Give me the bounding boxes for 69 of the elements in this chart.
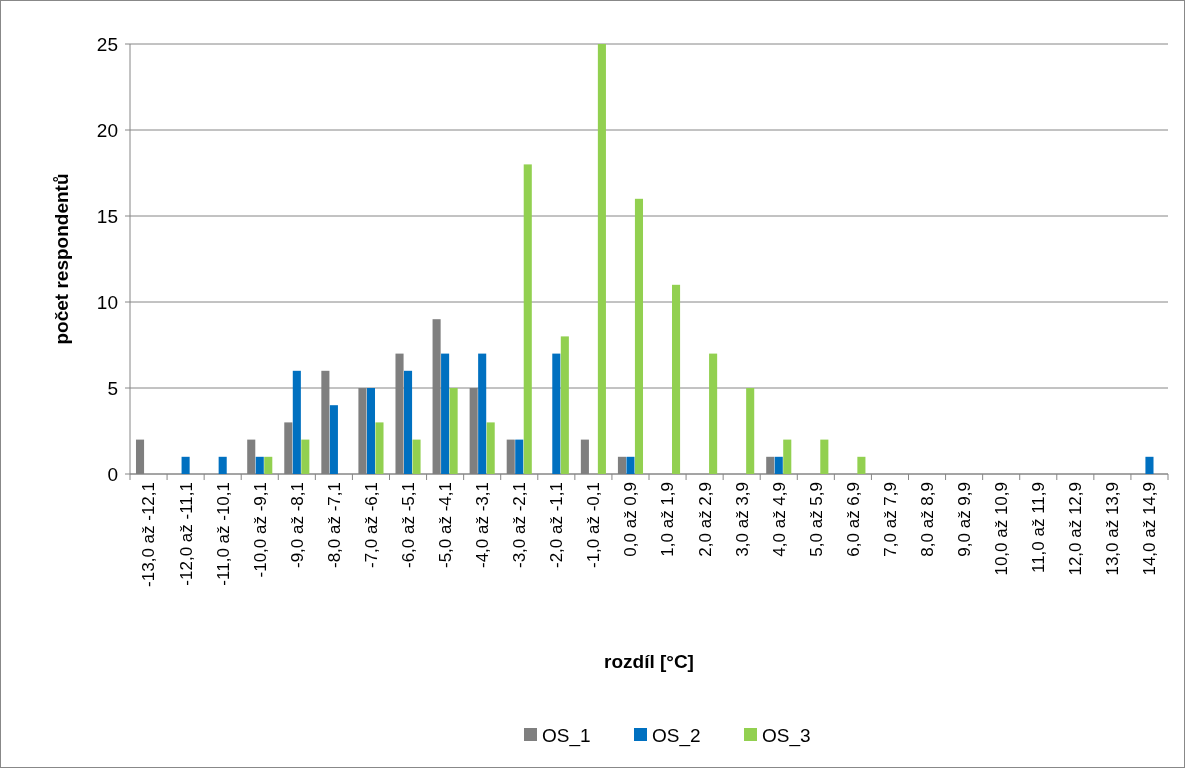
bar bbox=[218, 456, 227, 474]
x-tick-label: 5,0 až 5,9 bbox=[806, 482, 826, 557]
bar bbox=[774, 456, 783, 474]
legend-label: OS_1 bbox=[542, 724, 591, 747]
x-tick-label: -12,0 až -11,1 bbox=[176, 482, 196, 586]
bar bbox=[709, 353, 718, 474]
x-tick-label: 14,0 až 14,9 bbox=[1140, 482, 1160, 576]
x-tick-label: -9,0 až -8,1 bbox=[287, 482, 307, 568]
x-tick-label: 0,0 až 0,9 bbox=[621, 482, 641, 557]
bar bbox=[552, 353, 561, 474]
y-tick-label: 25 bbox=[96, 33, 118, 55]
bar bbox=[292, 370, 301, 474]
bar bbox=[449, 388, 458, 474]
bar bbox=[441, 353, 450, 474]
bar bbox=[1145, 456, 1154, 474]
x-tick-label: -8,0 až -7,1 bbox=[324, 482, 344, 568]
x-tick-label: 12,0 až 12,9 bbox=[1066, 482, 1086, 576]
x-tick-label: -3,0 až -2,1 bbox=[510, 482, 530, 568]
bar bbox=[255, 456, 264, 474]
x-tick-label: 2,0 až 2,9 bbox=[695, 482, 715, 557]
x-tick-label: -11,0 až -10,1 bbox=[213, 482, 233, 586]
x-tick-label: -6,0 až -5,1 bbox=[398, 482, 418, 568]
x-tick-label: 9,0 až 9,9 bbox=[955, 482, 975, 557]
x-tick-label: 11,0 až 11,9 bbox=[1029, 482, 1049, 574]
bar bbox=[412, 439, 421, 474]
bar bbox=[746, 388, 755, 474]
bar bbox=[515, 439, 524, 474]
bar bbox=[486, 422, 495, 474]
y-tick-label: 20 bbox=[96, 119, 118, 141]
x-tick-label: 3,0 až 3,9 bbox=[732, 482, 752, 557]
bar bbox=[560, 336, 569, 474]
x-tick-label: -4,0 až -3,1 bbox=[473, 482, 493, 568]
x-tick-label: 1,0 až 1,9 bbox=[658, 482, 678, 557]
x-tick-label: -7,0 až -6,1 bbox=[361, 482, 381, 568]
x-tick-label: 4,0 až 4,9 bbox=[769, 482, 789, 557]
y-axis-title: počet respondentů bbox=[51, 173, 72, 345]
bar bbox=[857, 456, 866, 474]
legend-label: OS_3 bbox=[762, 724, 811, 747]
bar bbox=[523, 164, 532, 474]
legend-label: OS_2 bbox=[652, 724, 701, 747]
x-tick-label: 6,0 až 6,9 bbox=[843, 482, 863, 557]
y-tick-label: 10 bbox=[96, 291, 118, 313]
bar bbox=[366, 388, 376, 474]
bar bbox=[672, 284, 681, 474]
bar bbox=[820, 439, 829, 474]
y-tick-label: 15 bbox=[96, 205, 118, 227]
bar bbox=[375, 422, 384, 474]
x-axis-title: rozdíl [°C] bbox=[604, 651, 694, 672]
x-tick-label: 7,0 až 7,9 bbox=[880, 482, 900, 557]
x-tick-label: 10,0 až 10,9 bbox=[992, 482, 1012, 576]
bar bbox=[597, 44, 606, 474]
bar bbox=[783, 439, 792, 474]
x-tick-label: -2,0 až -1,1 bbox=[547, 482, 567, 568]
x-tick-label: -13,0 až -12,1 bbox=[139, 482, 159, 587]
bar bbox=[264, 456, 273, 474]
y-tick-label: 0 bbox=[107, 463, 118, 485]
bar bbox=[181, 456, 190, 474]
x-tick-label: 8,0 až 8,9 bbox=[917, 482, 937, 557]
bar bbox=[634, 198, 644, 474]
bar bbox=[301, 439, 310, 474]
x-tick-label: -1,0 až -0,1 bbox=[584, 482, 604, 568]
x-tick-label: -10,0 až -9,1 bbox=[250, 482, 270, 578]
x-tick-label: -5,0 až -4,1 bbox=[436, 482, 456, 568]
bar bbox=[478, 353, 487, 474]
y-tick-label: 5 bbox=[107, 377, 118, 399]
x-tick-label: 13,0 až 13,9 bbox=[1103, 482, 1123, 576]
bar bbox=[329, 405, 338, 474]
bar bbox=[403, 370, 413, 474]
bar bbox=[626, 456, 635, 474]
